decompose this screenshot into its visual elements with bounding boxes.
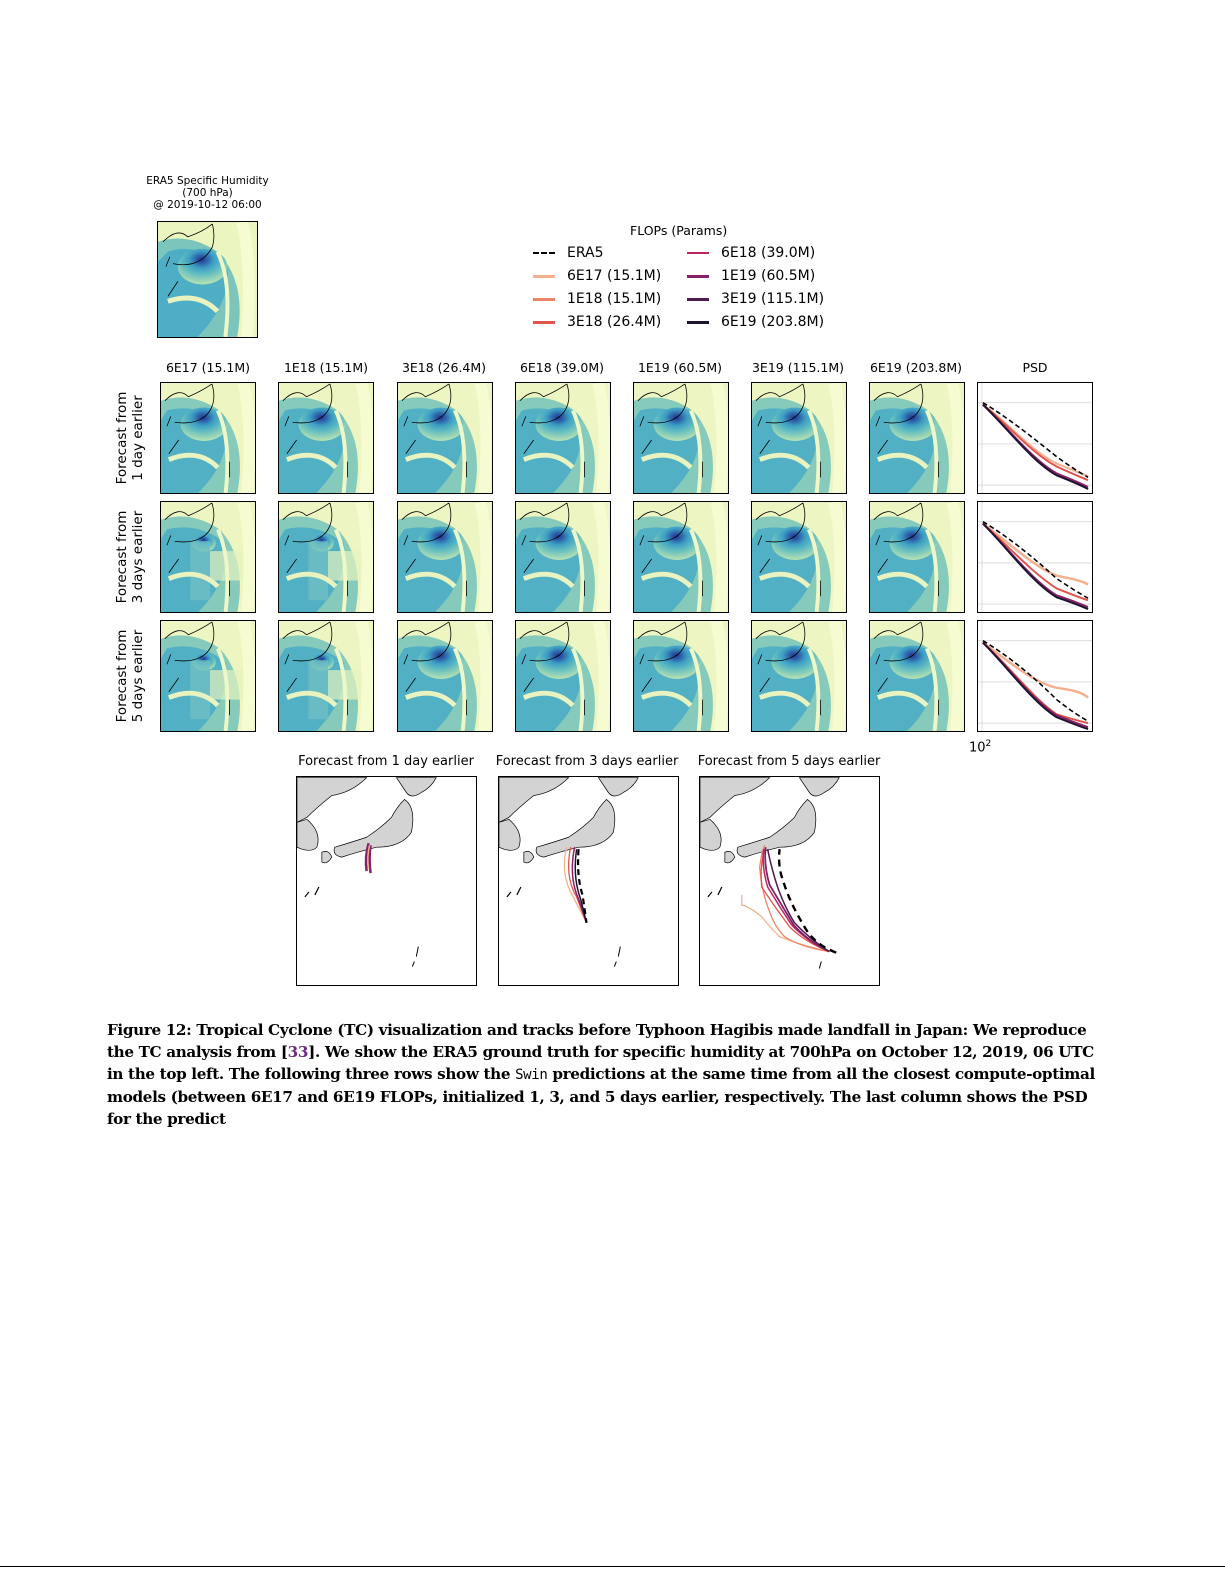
column-title: 6E17 (15.1M): [165, 360, 251, 375]
column-title: 3E18 (26.4M): [401, 360, 487, 375]
row-label-line: 1 day earlier: [130, 395, 146, 481]
track-map-1-day: [296, 776, 477, 986]
row-label-line: 3 days earlier: [130, 510, 146, 604]
forecast-humidity-map: [869, 620, 965, 732]
legend-title: FLOPs (Params): [630, 223, 728, 238]
row-label-1-day: Forecast from 1 day earlier: [114, 383, 154, 493]
legend-label: ERA5: [567, 245, 604, 261]
legend-item-3e19: 3E19 (115.1M): [687, 291, 824, 307]
row-label-line: Forecast from: [114, 629, 130, 723]
row-label-5-days: Forecast from 5 days earlier: [114, 621, 154, 731]
column-title-psd: PSD: [1022, 360, 1048, 375]
legend-item-6e18: 6E18 (39.0M): [687, 245, 815, 261]
legend-item-1e18: 1E18 (15.1M): [533, 291, 661, 307]
legend-label: 6E17 (15.1M): [567, 268, 662, 284]
forecast-humidity-map: [751, 501, 847, 613]
column-title: 1E19 (60.5M): [637, 360, 723, 375]
legend-label: 6E19 (203.8M): [721, 314, 825, 330]
line-swatch-icon: [533, 274, 555, 278]
era5-humidity-map: [157, 221, 258, 338]
forecast-humidity-map: [397, 620, 493, 732]
row-label-line: Forecast from: [114, 391, 130, 485]
legend-item-era5: ERA5: [533, 245, 604, 261]
track-map-5-days: [699, 776, 880, 986]
caption-code: Swin: [515, 1067, 548, 1083]
legend-label: 1E18 (15.1M): [567, 291, 662, 307]
caption-text: predictions at the same time from all th…: [107, 1065, 1095, 1128]
forecast-humidity-map: [397, 501, 493, 613]
page-bottom-rule: [0, 1566, 1225, 1567]
psd-xtick-base: 10: [969, 740, 986, 756]
forecast-humidity-map: [633, 501, 729, 613]
forecast-humidity-map: [515, 501, 611, 613]
citation-link[interactable]: 33: [287, 1043, 309, 1061]
psd-xtick-exponent: 2: [985, 739, 992, 749]
track-map-3-days: [498, 776, 679, 986]
column-title: 1E18 (15.1M): [283, 360, 369, 375]
legend-label: 3E19 (115.1M): [721, 291, 825, 307]
row-label-line: Forecast from: [114, 510, 130, 604]
line-swatch-icon: [687, 274, 709, 278]
forecast-humidity-map: [869, 501, 965, 613]
forecast-humidity-map: [160, 501, 256, 613]
caption-text: Figure 12: Tropical Cyclone (TC) visuali…: [107, 1021, 1087, 1061]
legend-item-6e17: 6E17 (15.1M): [533, 268, 661, 284]
column-title: 3E19 (115.1M): [751, 360, 845, 375]
forecast-humidity-map: [278, 501, 374, 613]
legend-item-1e19: 1E19 (60.5M): [687, 268, 815, 284]
era5-panel-title: ERA5 Specific Humidity (700 hPa) @ 2019-…: [130, 175, 285, 211]
forecast-humidity-map: [278, 382, 374, 494]
era5-title-line-1: ERA5 Specific Humidity: [146, 175, 269, 187]
column-title: 6E18 (39.0M): [519, 360, 605, 375]
forecast-humidity-map: [515, 382, 611, 494]
psd-panel-3-days: [977, 501, 1093, 613]
line-swatch-icon: [687, 297, 709, 301]
forecast-humidity-map: [751, 620, 847, 732]
forecast-humidity-map: [160, 620, 256, 732]
forecast-humidity-map: [160, 382, 256, 494]
track-title-3-days: Forecast from 3 days earlier: [495, 754, 679, 769]
forecast-humidity-map: [633, 620, 729, 732]
figure-caption: Figure 12: Tropical Cyclone (TC) visuali…: [107, 1019, 1107, 1130]
line-swatch-icon: [533, 297, 555, 301]
era5-title-line-2: (700 hPa): [182, 187, 233, 199]
row-label-line: 5 days earlier: [130, 629, 146, 723]
psd-panel-1-day: [977, 382, 1093, 494]
line-swatch-icon: [687, 320, 709, 324]
forecast-humidity-map: [397, 382, 493, 494]
legend-item-6e19: 6E19 (203.8M): [687, 314, 824, 330]
psd-panel-5-days: [977, 620, 1093, 732]
line-swatch-icon: [687, 252, 709, 254]
row-label-3-days: Forecast from 3 days earlier: [114, 502, 154, 612]
era5-title-line-3: @ 2019-10-12 06:00: [153, 199, 262, 211]
track-title-1-day: Forecast from 1 day earlier: [298, 754, 474, 769]
forecast-humidity-map: [869, 382, 965, 494]
legend-item-3e18: 3E18 (26.4M): [533, 314, 661, 330]
legend-label: 1E19 (60.5M): [721, 268, 816, 284]
caption-text: ]. We show the ERA5 ground truth for spe…: [107, 1043, 1094, 1083]
forecast-humidity-map: [633, 382, 729, 494]
legend-label: 6E18 (39.0M): [721, 245, 816, 261]
psd-xtick-label: 102: [969, 739, 991, 755]
line-swatch-icon: [533, 320, 555, 324]
legend-label: 3E18 (26.4M): [567, 314, 662, 330]
forecast-humidity-map: [751, 382, 847, 494]
dashed-line-icon: [533, 252, 555, 254]
column-title: 6E19 (203.8M): [869, 360, 963, 375]
forecast-humidity-map: [515, 620, 611, 732]
track-title-5-days: Forecast from 5 days earlier: [697, 754, 881, 769]
forecast-humidity-map: [278, 620, 374, 732]
